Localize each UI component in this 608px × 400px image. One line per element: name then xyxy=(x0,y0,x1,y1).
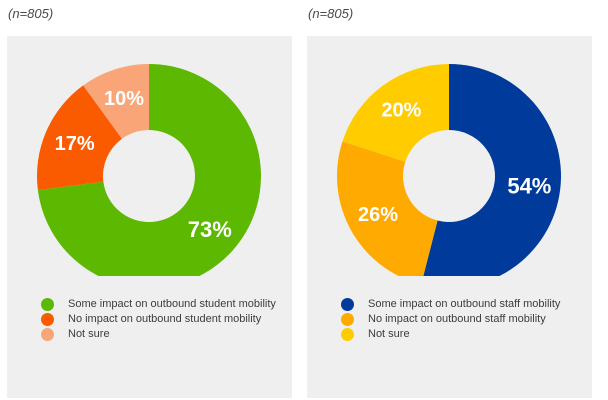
donut-slice xyxy=(83,64,149,139)
donut-slice xyxy=(37,85,122,191)
slice-value-label: 54% xyxy=(507,174,551,199)
slice-value-label: 17% xyxy=(55,133,95,155)
chart-1-legend: Some impact on outbound student mobility… xyxy=(41,298,291,343)
legend-label: Not sure xyxy=(368,328,410,340)
chart-1-panel: 73% 17% 10% Some impact on outbound studen… xyxy=(7,36,292,398)
legend-swatch xyxy=(41,328,54,341)
donut-slice xyxy=(342,64,449,162)
legend-item: No impact on outbound student mobility xyxy=(41,313,291,326)
legend-item: Some impact on outbound student mobility xyxy=(41,298,291,311)
slice-value-label: 10% xyxy=(104,88,144,110)
legend-label: Some impact on outbound student mobility xyxy=(68,298,276,310)
chart-2-panel: 54% 26% 20% Some impact on outbound staff … xyxy=(307,36,592,398)
legend-label: No impact on outbound staff mobility xyxy=(368,313,546,325)
legend-swatch xyxy=(341,328,354,341)
legend-item: No impact on outbound staff mobility xyxy=(341,313,591,326)
legend-item: Some impact on outbound staff mobility xyxy=(341,298,591,311)
chart-1-sample-size: (n=805) xyxy=(8,6,54,21)
legend-item: Not sure xyxy=(41,328,291,341)
chart-2-legend: Some impact on outbound staff mobility N… xyxy=(341,298,591,343)
legend-swatch xyxy=(341,298,354,311)
donut-slice xyxy=(337,141,438,276)
legend-label: Some impact on outbound staff mobility xyxy=(368,298,561,310)
legend-swatch xyxy=(41,313,54,326)
legend-swatch xyxy=(341,313,354,326)
chart-2-sample-size: (n=805) xyxy=(308,6,354,21)
slice-value-label: 20% xyxy=(381,99,421,121)
donut-slice xyxy=(423,64,561,276)
legend-item: Not sure xyxy=(341,328,591,341)
slice-value-label: 26% xyxy=(358,204,398,226)
legend-label: Not sure xyxy=(68,328,110,340)
donut-slice xyxy=(37,64,261,276)
legend-label: No impact on outbound student mobility xyxy=(68,313,262,325)
slice-value-label: 73% xyxy=(188,217,232,242)
chart-1-donut: 73% 17% 10% xyxy=(37,64,261,276)
chart-2-donut: 54% 26% 20% xyxy=(337,64,561,276)
legend-swatch xyxy=(41,298,54,311)
